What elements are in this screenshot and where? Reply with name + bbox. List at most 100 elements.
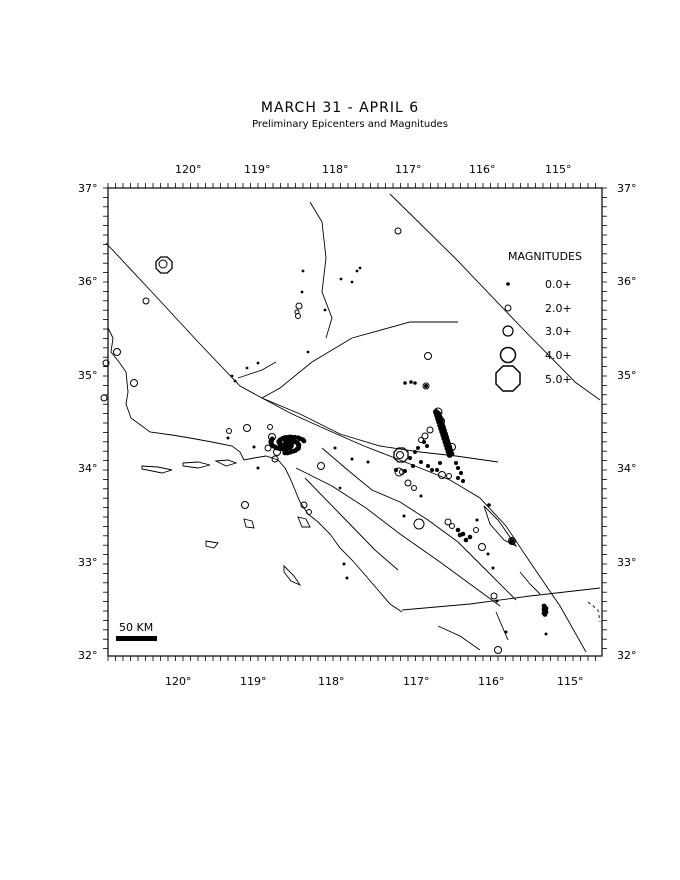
epicenter-dot — [455, 527, 461, 533]
epicenter-circle — [426, 426, 434, 434]
epicenter-circle — [273, 448, 281, 456]
epicenter-dot — [295, 440, 300, 446]
coastline — [107, 327, 403, 613]
epicenter-circle — [413, 518, 425, 530]
epicenter-circle — [478, 543, 486, 551]
epicenter-octagon — [155, 256, 173, 274]
legend-label-4: 5.0+ — [545, 373, 572, 386]
us-mexico-border — [401, 587, 601, 611]
epicenter-dot — [226, 436, 230, 440]
epicenter-circle — [102, 359, 110, 367]
epicenter-circle — [267, 424, 273, 430]
top-lon-label-118: 118° — [322, 163, 349, 176]
epicenter-dot — [438, 461, 442, 465]
right-lat-label-32: 32° — [617, 649, 637, 662]
lon-labels-top: 120° 119° 118° 117° 116° 115° — [175, 163, 572, 176]
epicenter-dot — [233, 379, 237, 383]
left-lat-label-35: 35° — [78, 369, 98, 382]
island — [141, 465, 173, 474]
epicenter-dot — [287, 445, 292, 451]
epicenter-dot — [276, 439, 282, 444]
epicenter-circle — [142, 297, 150, 305]
map-frame — [107, 187, 603, 657]
left-lat-label-34: 34° — [78, 462, 98, 475]
legend-heading: MAGNITUDES — [508, 250, 582, 263]
epicenter-circle — [394, 467, 404, 477]
epicenter-dot — [358, 266, 362, 270]
epicenters — [100, 227, 549, 654]
legend-symbol-3 — [502, 325, 514, 337]
epicenter-dot — [424, 384, 428, 388]
epicenter-dot — [509, 538, 515, 544]
epicenter-dot — [542, 612, 548, 617]
epicenter-dot — [456, 466, 460, 470]
epicenter-octagon — [393, 447, 409, 463]
legend-symbol-4 — [499, 346, 517, 364]
epicenter-dot — [456, 476, 460, 480]
epicenter-dot — [409, 380, 413, 384]
epicenter-dot — [459, 471, 463, 475]
epicenter-dot — [277, 446, 283, 452]
epicenter-dot — [426, 464, 430, 468]
lon-labels-bottom: 120° 119° 118° 117° 116° 115° — [165, 675, 584, 688]
epicenter-circle — [306, 509, 312, 515]
epicenter-dot — [350, 280, 354, 284]
epicenter-circle — [317, 462, 325, 470]
epicenter-dot — [544, 632, 548, 636]
scale-bar-label: 50 KM — [119, 621, 153, 634]
legend-label-3: 4.0+ — [545, 349, 572, 362]
right-lat-label-37: 37° — [617, 182, 637, 195]
legend-symbol-2 — [504, 304, 512, 312]
island — [182, 461, 211, 469]
epicenter-circle — [473, 527, 479, 533]
epicenter-circle — [158, 259, 168, 269]
epicenter-dot — [419, 460, 423, 464]
epicenter-dot — [300, 290, 304, 294]
epicenter-circle — [438, 471, 446, 479]
map-title: MARCH 31 - APRIL 6 — [260, 100, 420, 116]
epicenter-dot — [300, 437, 306, 443]
top-lon-label-119: 119° — [244, 163, 271, 176]
epicenter-circle — [268, 433, 276, 441]
epicenter-dot — [403, 381, 407, 385]
epicenter-dot — [487, 503, 491, 507]
epicenter-dot — [430, 468, 434, 472]
right-lat-label-34: 34° — [617, 462, 637, 475]
epicenter-dot — [355, 269, 359, 273]
epicenter-dot — [339, 277, 343, 281]
epicenter-circle — [226, 428, 232, 434]
epicenter-circle — [394, 227, 402, 235]
epicenter-circle — [433, 407, 443, 417]
epicenter-dot — [461, 479, 465, 483]
epicenter-dot — [504, 630, 508, 634]
top-lon-label-120: 120° — [175, 163, 202, 176]
epicenter-dot — [245, 366, 249, 370]
bottom-lon-label-118: 118° — [318, 675, 345, 688]
epicenter-dot — [256, 361, 260, 365]
epicenter-dot — [460, 531, 466, 537]
magnitude-legend: MAGNITUDES 0.0+ 2.0+ 3.0+ 4.0+ 5.0+ — [495, 250, 582, 392]
epicenter-dot — [425, 444, 429, 448]
epicenter-dot — [408, 456, 412, 460]
epicenter-dot — [454, 461, 458, 465]
legend-label-1: 2.0+ — [545, 302, 572, 315]
epicenter-dot — [338, 486, 342, 490]
top-lon-label-117: 117° — [395, 163, 422, 176]
epicenter-dot — [463, 537, 469, 543]
epicenter-dot — [287, 434, 293, 440]
epicenter-circle — [243, 424, 251, 432]
epicenter-dot — [323, 308, 327, 312]
epicenter-dot — [413, 381, 417, 385]
epicenter-circle — [446, 473, 452, 479]
legend-label-0: 0.0+ — [545, 278, 572, 291]
epicenter-dot — [282, 435, 288, 440]
epicenter-dot — [295, 446, 301, 451]
epicenter-circle — [490, 592, 498, 600]
epicenter-dot — [269, 442, 274, 448]
epicenter-dot — [285, 450, 290, 456]
epicenter-circle — [300, 501, 308, 509]
epicenter-circle — [494, 646, 502, 654]
epicenter-circle — [444, 518, 452, 526]
epicenter-circle — [418, 437, 424, 443]
